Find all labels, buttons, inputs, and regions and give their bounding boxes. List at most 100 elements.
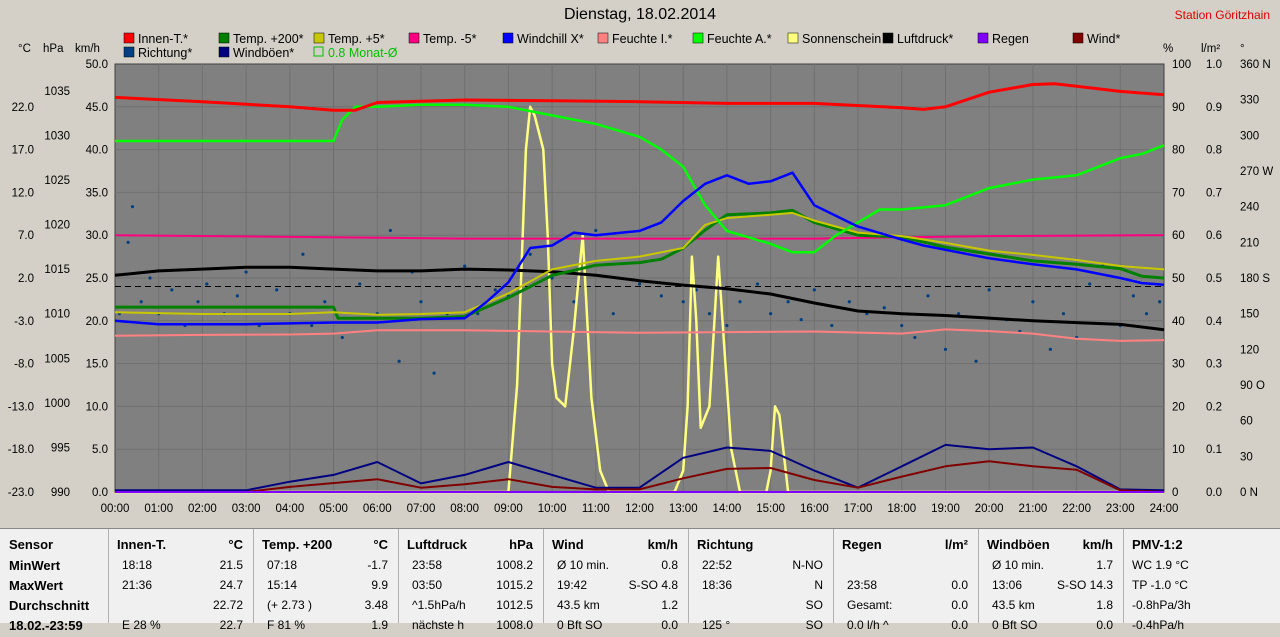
celsius-axis-label: °C [18, 43, 31, 55]
table-row: TP -1.0 °C [1123, 578, 1280, 597]
direction-point [301, 252, 305, 256]
cell-label: F 81 % [267, 618, 306, 632]
cell-value: 21.5 [219, 558, 243, 572]
percent-tick-label: 0 [1172, 487, 1178, 499]
table-row: WC 1.9 °C [1123, 558, 1280, 577]
x-tick-label: 19:00 [931, 503, 960, 515]
legend-label: Windböen* [233, 46, 294, 60]
direction-point [913, 335, 917, 340]
legend-label: Innen-T.* [138, 32, 188, 46]
table-header: Luftdruck hPa [398, 537, 543, 556]
lm2-tick-label: 0.9 [1206, 102, 1222, 114]
cell-text: Durchschnitt [9, 598, 90, 613]
x-tick-label: 01:00 [144, 503, 173, 515]
series-line-feuchte-a- [115, 103, 1165, 254]
x-tick-label: 10:00 [538, 503, 567, 515]
x-tick-label: 12:00 [625, 503, 654, 515]
direction-point [340, 335, 344, 340]
direction-point [611, 312, 615, 316]
cell-value: 1015.2 [496, 578, 533, 592]
kmh-tick-label: 30.0 [86, 230, 108, 242]
table-row: 23:58 0.0 [833, 578, 978, 597]
table-column: Innen-T. °C 18:18 21.5 21:36 24.7 22.72 E 28 % 2… [108, 529, 254, 632]
cell-value: 1.8 [1096, 598, 1113, 612]
kmh-tick-label: 50.0 [86, 59, 108, 71]
table-row: 43.5 km 1.8 [978, 598, 1123, 617]
cell-text: -0.8hPa/3h [1132, 598, 1191, 612]
direction-point [812, 288, 816, 292]
direction-point [799, 318, 803, 322]
direction-point [476, 312, 480, 316]
kmh-tick-label: 10.0 [86, 401, 108, 413]
cell-value: 0.8 [661, 558, 678, 572]
lm2-tick-label: 0.8 [1206, 145, 1222, 157]
direction-point [659, 294, 663, 298]
table-header: Sensor [0, 537, 108, 556]
percent-tick-label: 60 [1172, 230, 1185, 242]
direction-tick-label: 270 W [1240, 166, 1273, 178]
table-row: F 81 % 1.9 [253, 618, 398, 637]
series-line-temp-200- [115, 208, 1165, 320]
lm2-tick-label: 0.2 [1206, 401, 1222, 413]
celsius-tick-label: -18.0 [8, 444, 34, 456]
chart-title: Dienstag, 18.02.2014 [563, 6, 717, 23]
table-row: SO [688, 598, 833, 617]
legend-label: Regen [992, 32, 1029, 46]
table-row: 03:50 1015.2 [398, 578, 543, 597]
kmh-tick-label: 15.0 [86, 359, 108, 371]
x-tick-label: 17:00 [844, 503, 873, 515]
table-column: Wind km/h Ø 10 min. 0.8 19:42 S-SO 4.8 43.5 km… [543, 529, 689, 632]
legend-swatch [218, 46, 230, 58]
table-row: 23:58 1008.2 [398, 558, 543, 577]
direction-tick-label: 60 [1240, 416, 1253, 428]
lm2-tick-label: 0.1 [1206, 444, 1222, 456]
x-tick-label: 13:00 [669, 503, 698, 515]
cell-label: 125 ° [702, 618, 731, 632]
hpa-tick-label: 990 [51, 487, 70, 499]
cell-value: N-NO [792, 558, 823, 572]
column-header: Wind [552, 537, 584, 552]
kmh-tick-label: 45.0 [86, 102, 108, 114]
table-row: 21:36 24.7 [108, 578, 253, 597]
cell-text: MinWert [9, 558, 61, 573]
legend-label: Temp. -5* [423, 32, 477, 46]
legend-label: 0.8 Monat-Ø [328, 46, 398, 60]
cell-value: 1008.2 [496, 558, 533, 572]
table-row: 22:52 N-NO [688, 558, 833, 577]
cell-value: 0.0 [951, 598, 968, 612]
legend-swatch [313, 46, 324, 57]
table-column: Sensor MinWert MaxWert Durchschnitt 18.02.-2… [0, 529, 109, 633]
percent-tick-label: 80 [1172, 145, 1185, 157]
table-row [833, 558, 978, 577]
x-tick-label: 05:00 [319, 503, 348, 515]
series-line-wind- [115, 460, 1165, 493]
cell-label: 18:18 [122, 558, 153, 572]
percent-tick-label: 90 [1172, 102, 1185, 114]
legend-label: Windchill X* [517, 32, 584, 46]
x-tick-label: 23:00 [1106, 503, 1135, 515]
direction-point [139, 300, 143, 304]
cell-value: 9.9 [371, 578, 388, 592]
direction-point [463, 264, 467, 268]
percent-tick-label: 50 [1172, 273, 1185, 285]
series-line-sonnenschein [115, 105, 1164, 494]
direction-point [572, 300, 576, 304]
table-header: Temp. +200 °C [253, 537, 398, 556]
direction-point [694, 288, 698, 292]
cell-value: 1.9 [371, 618, 388, 632]
cell-value: SO [805, 598, 823, 612]
direction-point [725, 323, 729, 328]
x-tick-label: 02:00 [188, 503, 217, 515]
cell-text: TP -1.0 °C [1132, 578, 1188, 592]
cell-label: E 28 % [122, 618, 161, 632]
x-tick-label: 09:00 [494, 503, 523, 515]
direction-tick-label: 360 N [1240, 59, 1271, 71]
direction-point [235, 294, 239, 298]
table-row: 07:18 -1.7 [253, 558, 398, 577]
lm2-tick-label: 0.7 [1206, 187, 1222, 199]
column-header: Sensor [9, 537, 54, 552]
legend-swatch [502, 32, 514, 44]
table-row: 0 Bft SO 0.0 [978, 618, 1123, 637]
direction-point [755, 282, 760, 286]
direction-point [358, 282, 362, 286]
